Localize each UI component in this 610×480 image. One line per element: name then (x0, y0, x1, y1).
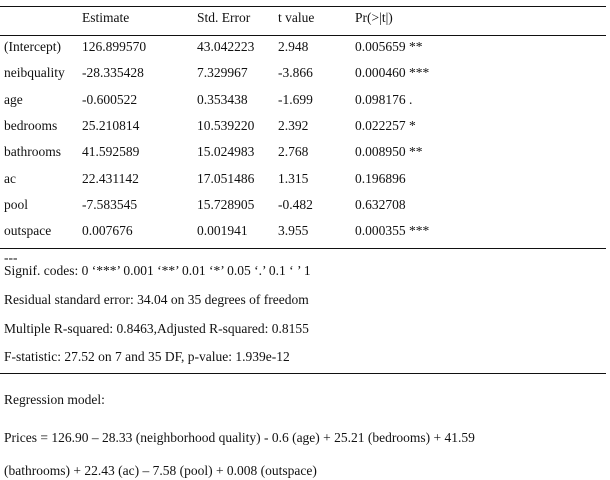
cell-t-value: -3.866 (278, 65, 313, 81)
r-squared: Multiple R-squared: 0.8463,Adjusted R-sq… (4, 321, 309, 336)
table-bottom-rule (0, 248, 606, 249)
cell-row-label: bathrooms (4, 144, 61, 160)
cell-t-value: -1.699 (278, 91, 313, 107)
summary-bottom-rule (0, 373, 606, 374)
header-t-value: t value (278, 10, 315, 25)
cell-row-label: age (4, 91, 23, 107)
cell-std-error: 10.539220 (197, 117, 255, 133)
header-estimate: Estimate (82, 10, 130, 25)
separator: --- (4, 250, 18, 265)
cell-estimate: 0.007676 (82, 223, 133, 239)
cell-t-value: 2.948 (278, 39, 309, 54)
residual-std-error: Residual standard error: 34.04 on 35 deg… (4, 292, 309, 307)
cell-estimate: -7.583545 (82, 196, 138, 212)
cell-estimate: 41.592589 (82, 144, 140, 160)
header-rule (0, 35, 606, 36)
model-equation-line1: Prices = 126.90 – 28.33 (neighborhood qu… (4, 430, 475, 445)
cell-estimate: 22.431142 (82, 170, 139, 186)
cell-estimate: 126.899570 (82, 39, 147, 54)
model-equation-line2: (bathrooms) + 22.43 (ac) – 7.58 (pool) +… (4, 463, 317, 478)
cell-row-label: (Intercept) (4, 39, 61, 54)
cell-row-label: ac (4, 170, 16, 186)
cell-p-value: 0.005659 ** (355, 39, 423, 54)
cell-p-value: 0.000355 *** (355, 223, 430, 239)
cell-p-value: 0.000460 *** (355, 65, 430, 81)
cell-p-value: 0.008950 ** (355, 144, 423, 160)
cell-t-value: 1.315 (278, 170, 309, 186)
cell-std-error: 0.001941 (197, 223, 248, 239)
cell-estimate: 25.210814 (82, 117, 140, 133)
cell-row-label: pool (4, 196, 29, 212)
cell-row-label: neibquality (4, 65, 65, 81)
cell-t-value: 2.392 (278, 117, 309, 133)
cell-std-error: 0.353438 (197, 91, 248, 107)
cell-t-value: 2.768 (278, 144, 309, 160)
cell-std-error: 17.051486 (197, 170, 255, 186)
signif-codes: Signif. codes: 0 ‘***’ 0.001 ‘**’ 0.01 ‘… (4, 263, 311, 278)
cell-p-value: 0.196896 (355, 170, 406, 186)
cell-estimate: -0.600522 (82, 91, 138, 107)
cell-row-label: bedrooms (4, 117, 58, 133)
cell-p-value: 0.098176 . (355, 91, 413, 107)
model-heading: Regression model: (4, 392, 105, 407)
cell-std-error: 15.728905 (197, 196, 255, 212)
cell-estimate: -28.335428 (82, 65, 144, 81)
f-statistic: F-statistic: 27.52 on 7 and 35 DF, p-val… (4, 349, 290, 364)
cell-t-value: 3.955 (278, 223, 309, 239)
cell-row-label: outspace (4, 223, 52, 239)
cell-std-error: 43.042223 (197, 39, 255, 54)
header-std-error: Std. Error (197, 10, 251, 25)
cell-p-value: 0.022257 * (355, 117, 416, 133)
top-rule (0, 6, 606, 7)
cell-t-value: -0.482 (278, 196, 313, 212)
header-p-value: Pr(>|t|) (355, 10, 393, 25)
cell-std-error: 15.024983 (197, 144, 255, 160)
cell-p-value: 0.632708 (355, 196, 406, 212)
cell-std-error: 7.329967 (197, 65, 248, 81)
